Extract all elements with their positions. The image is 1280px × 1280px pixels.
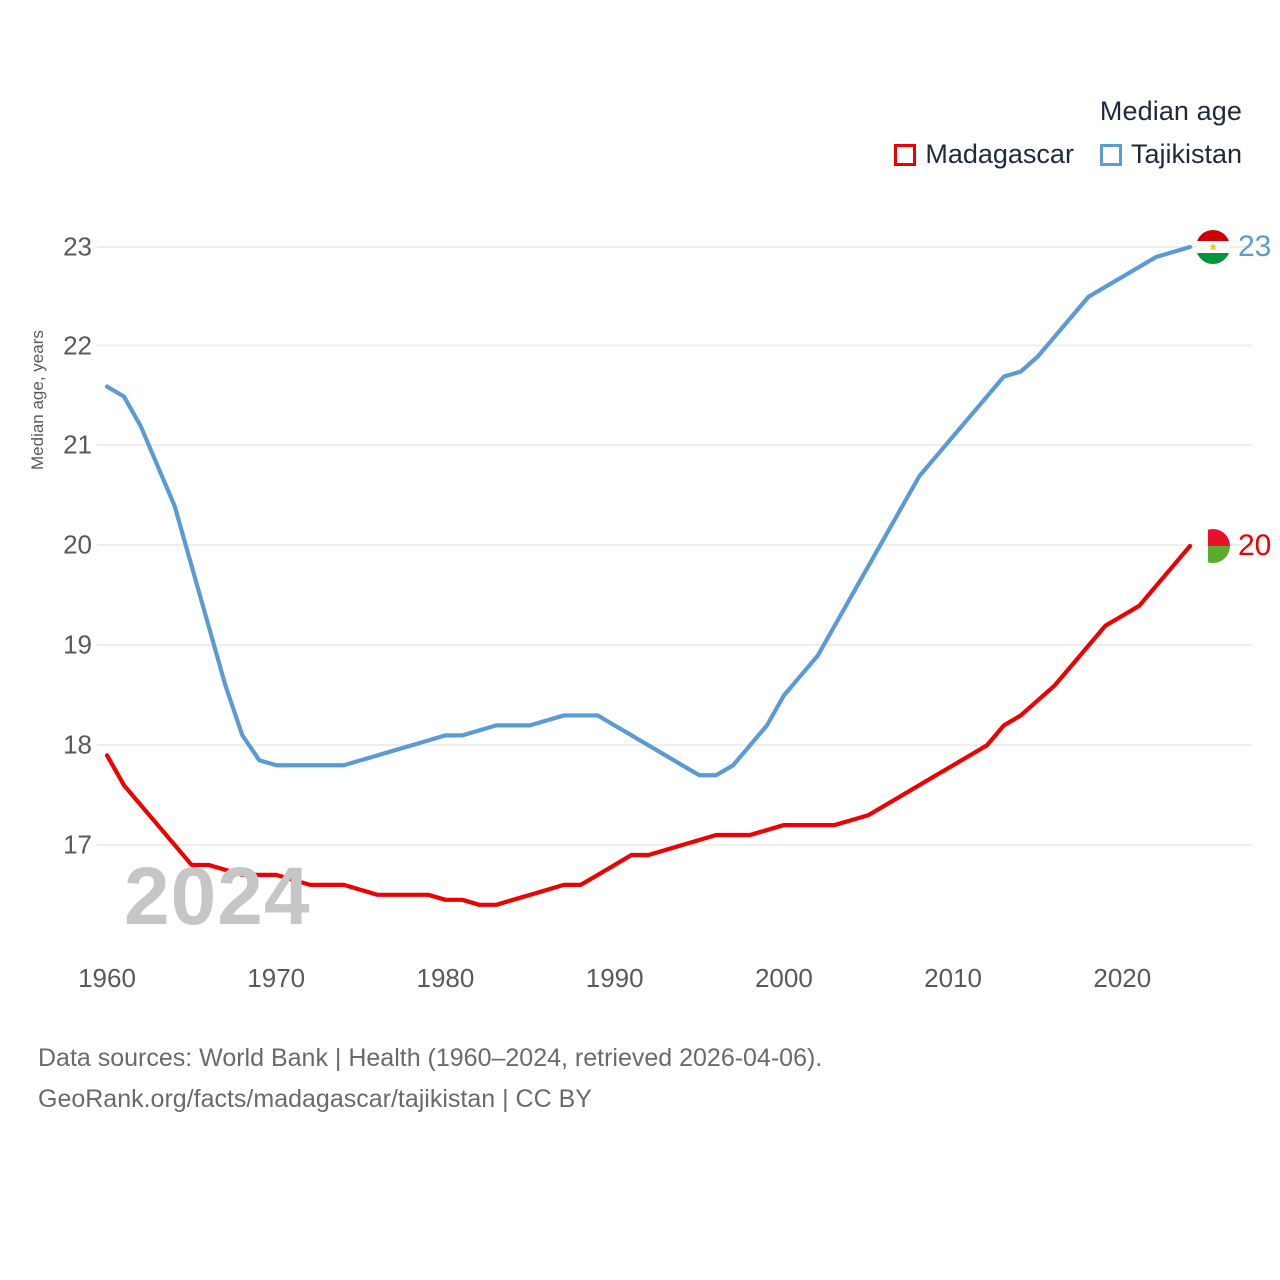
end-value-madagascar: 20 <box>1238 529 1272 562</box>
legend-label-tajikistan: Tajikistan <box>1130 139 1242 169</box>
x-tick-1980: 1980 <box>416 963 475 993</box>
series-line-tajikistan <box>104 244 1193 778</box>
y-axis-ticks: 23 22 21 20 19 18 17 <box>0 0 92 1280</box>
legend-swatch-madagascar <box>894 143 917 166</box>
y-tick-22: 22 <box>63 330 92 360</box>
x-tick-2000: 2000 <box>754 963 813 993</box>
x-tick-1970: 1970 <box>247 963 306 993</box>
y-tick-17: 17 <box>63 829 92 860</box>
end-label-tajikistan: ★ 23 <box>1196 230 1271 264</box>
legend-title: Median age <box>1099 96 1242 126</box>
footer-attribution: GeoRank.org/facts/madagascar/tajikistan … <box>38 1084 592 1113</box>
y-tick-23: 23 <box>63 231 92 262</box>
end-label-madagascar: 20 <box>1196 529 1271 563</box>
y-tick-18: 18 <box>63 729 92 760</box>
chart-footer: Data sources: World Bank | Health (1960–… <box>38 1038 822 1119</box>
end-value-tajikistan: 23 <box>1238 230 1272 263</box>
footer-data-sources: Data sources: World Bank | Health (1960–… <box>38 1044 823 1072</box>
x-tick-2010: 2010 <box>924 963 983 993</box>
legend-item-madagascar[interactable]: Madagascar <box>894 139 1074 170</box>
madagascar-flag-icon <box>1196 529 1230 563</box>
y-tick-21: 21 <box>63 429 92 460</box>
legend-label-madagascar: Madagascar <box>925 139 1074 169</box>
chart-legend: Median age Madagascar Tajikistan <box>894 96 1242 170</box>
x-tick-1960: 1960 <box>78 963 136 993</box>
legend-item-tajikistan[interactable]: Tajikistan <box>1099 139 1242 170</box>
y-tick-19: 19 <box>63 629 92 660</box>
x-tick-1990: 1990 <box>585 963 644 993</box>
legend-items: Madagascar Tajikistan <box>894 139 1242 170</box>
y-tick-20: 20 <box>63 529 92 560</box>
tajikistan-flag-icon: ★ <box>1196 230 1230 264</box>
series-line-madagascar <box>104 543 1193 907</box>
legend-swatch-tajikistan <box>1099 143 1122 166</box>
year-watermark: 2024 <box>124 851 311 942</box>
x-tick-2020: 2020 <box>1093 963 1152 993</box>
